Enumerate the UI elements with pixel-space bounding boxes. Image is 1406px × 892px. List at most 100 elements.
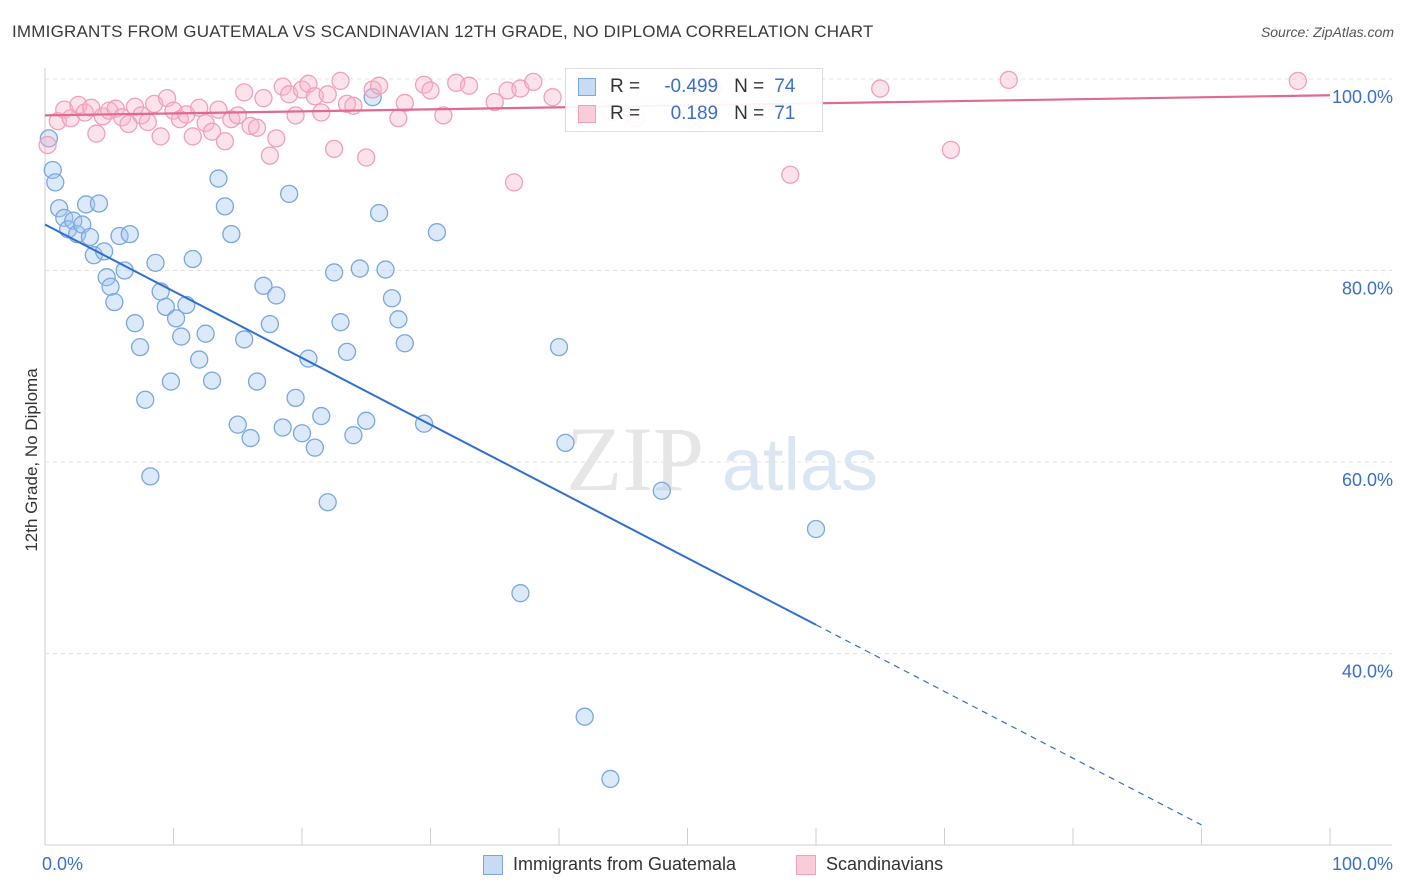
watermark: ZIP atlas [566,408,878,510]
guatemala-trend-line [44,223,817,626]
guatemala-point [286,388,305,407]
y-tick-label: 80.0% [1342,279,1393,299]
scandinavian-point [132,106,151,125]
guatemala-point [161,372,181,391]
scandinavian-point [357,148,376,167]
scandinavian-point [781,165,800,184]
guatemala-point [89,194,109,213]
scandinavian-point [241,116,260,136]
guatemala-point [209,169,228,188]
scandinavian-point [421,81,440,100]
guatemala-point [273,418,292,437]
guatemala-point [344,426,363,445]
chart-title: IMMIGRANTS FROM GUATEMALA VS SCANDINAVIA… [12,22,874,41]
guatemala-point [196,324,215,343]
guatemala-point [601,769,620,789]
stats-row-scandinavians: R = 0.189 N = 71 [578,100,795,128]
guatemala-point [324,263,344,282]
guatemala-point [279,184,299,204]
scandinavian-point [344,96,363,115]
guatemala-point [46,173,65,192]
stats-n-value: 74 [774,76,796,97]
stats-n-label: N = [734,76,765,97]
x-tick-label: 0.0% [42,854,83,874]
guatemala-point [389,310,408,329]
stats-n-value: 71 [774,103,796,124]
guatemala-point [806,519,826,539]
watermark-zip: ZIP [566,408,704,510]
scandinavian-point [389,109,408,128]
scandinavian-point [260,146,280,165]
guatemala-point [260,314,280,334]
scandinavian-point [543,88,562,107]
guatemala-point [141,467,160,486]
stats-r-value: -0.499 [664,76,719,97]
legend-label-guatemala: Immigrants from Guatemala [513,854,737,874]
guatemala-point [136,390,155,409]
scandinavian-point [324,139,344,159]
guatemala-point [125,314,145,333]
chart-source: Source: ZipAtlas.com [1260,24,1394,40]
scandinavian-point [151,127,170,146]
scandinavian-point [267,129,286,148]
guatemala-point [292,424,312,443]
legend-item-guatemala[interactable]: Immigrants from Guatemala [483,854,736,875]
scandinavian-point [183,127,202,146]
guatemala-point [183,249,202,269]
scandinavian-point [228,106,247,125]
guatemala-point [49,199,69,218]
x-tick-label: 100.0% [1332,854,1393,874]
guatemala-point [156,297,175,317]
scandinavian-point [119,114,138,134]
stats-n-label: N = [734,103,765,124]
guatemala-point [305,438,325,457]
scandinavian-point [87,124,106,143]
scandinavian-point [38,135,57,155]
guatemala-point [101,277,120,296]
guatemala-point [115,261,134,280]
legend-item-scandinavians[interactable]: Scandinavians [796,854,943,875]
stats-box: R = -0.499 N = 74 R = 0.189 N = 71 [565,68,823,132]
guatemala-point [575,707,594,726]
guatemala-point [254,276,273,295]
scandinavian-point [434,106,453,125]
guatemala-point [190,350,209,369]
stats-r-label: R = [610,103,641,124]
scandinavian-point [318,85,337,104]
guatemala-point [64,211,83,230]
guatemala-point [80,227,100,247]
guatemala-point [652,481,671,500]
scandinavian-point [369,76,389,95]
scandinavian-point [215,132,235,151]
guatemala-point [215,197,235,216]
scandinavian-point [209,100,228,119]
scandinavian-point [485,92,504,112]
guatemala-point [166,309,186,328]
grid-layer [45,78,1392,654]
guatemala-point [76,195,96,214]
scandinavian-point [1288,71,1308,91]
guatemala-point [427,223,447,242]
stats-swatch-guatemala [578,78,596,96]
scandinavian-point [235,83,254,102]
legend-label-scandinavians: Scandinavians [826,854,944,874]
scandinavian-point [286,106,305,125]
y-tick-label: 100.0% [1332,87,1393,107]
y-tick-label: 40.0% [1342,662,1393,682]
scandinavian-point [395,93,414,113]
guatemala-point [337,342,357,362]
scandinavian-point [312,103,331,122]
scandinavian-point [504,173,524,192]
guatemala-point [172,327,191,346]
legend-swatch-scandinavians [796,854,816,875]
stats-swatch-scandinavians [578,105,596,123]
stats-r-value: 0.189 [670,103,719,124]
guatemala-point [120,224,139,244]
guatemala-point [228,415,247,434]
scandinavian-point [337,94,357,114]
scandinavian-point [941,140,961,160]
axis-layer: 100.0% 80.0% 60.0% 40.0% 0.0% 100.0% [42,68,1393,874]
guatemala-point [39,129,59,148]
guatemala-point [235,330,254,349]
